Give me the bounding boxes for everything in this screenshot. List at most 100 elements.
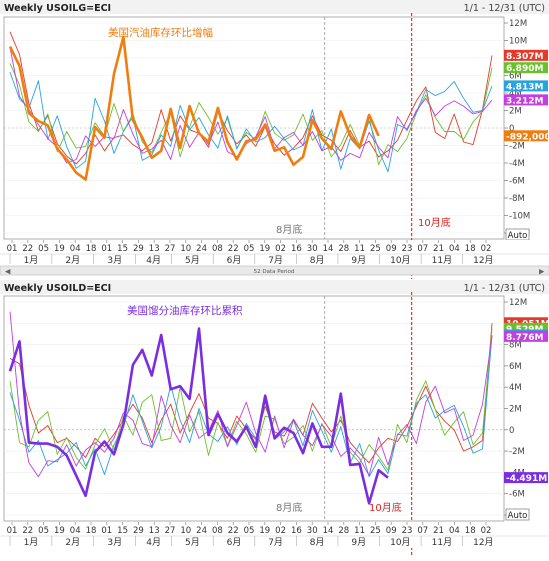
month-label: 6月 [227,255,242,266]
x-tick-label: 21 [433,244,444,254]
gasoline-value-badge [504,62,548,74]
y-tick-label: 8M [509,341,522,351]
x-tick-label: 02 [275,244,286,254]
month-label: 8月 [310,255,325,266]
x-tick-label: 02 [481,244,492,254]
distillate-marker-aug: 8月底 [276,501,302,514]
distillate-x-axis-band [0,522,549,548]
y-tick-label: -4M [509,159,525,169]
x-tick-label: 27 [165,526,176,536]
x-tick-label: 07 [417,526,428,536]
gasoline-annotation: 美国汽油库存环比增幅 [108,26,213,39]
x-tick-label: 01 [7,244,18,254]
distillate-value-badge-text: 8.776M [506,333,543,343]
distillate-value-badge [504,472,548,484]
month-label: 2月 [65,537,80,548]
x-tick-label: 05 [244,244,255,254]
x-tick-label: 11 [354,244,365,254]
x-tick-label: 08 [212,244,223,254]
y-tick-label: -10M [509,212,530,222]
x-tick-label: 18 [86,244,97,254]
distillate-value-badge-text: -4.491M [506,474,547,484]
x-tick-label: 24 [196,244,207,254]
distillate-panel: Weekly USOILD=ECI 1/1 - 12/31 (UTC) 12M 1… [0,280,549,561]
gasoline-value-badge [504,94,548,106]
x-tick-label: 23 [402,244,413,254]
x-tick-label: 04 [70,526,81,536]
x-tick-label: 05 [38,244,49,254]
x-tick-label: 05 [38,526,49,536]
distillate-marker-oct: 10月底 [369,501,402,514]
y-tick-label: -6M [509,177,525,187]
gasoline-value-badge-text: 8.307M [506,52,543,62]
x-tick-label: 21 [433,526,444,536]
data-period-divider[interactable]: ◀ ▶ 52 Data Period [0,265,549,276]
month-label: 12月 [473,537,493,548]
month-label: 4月 [146,537,161,548]
month-label: 2月 [65,255,80,266]
x-tick-label: 01 [7,526,18,536]
month-label: 1月 [24,537,39,548]
gasoline-series-line [8,35,380,181]
x-tick-label: 24 [196,526,207,536]
month-label: 10月 [390,255,410,266]
distillate-auto-label: Auto [508,511,528,521]
divider-right-arrow[interactable]: ▶ [539,268,545,276]
gasoline-marker-aug: 8月底 [276,223,302,236]
x-tick-label: 29 [133,526,144,536]
divider-left-arrow[interactable]: ◀ [5,268,11,276]
month-label: 12月 [473,255,493,266]
y-tick-label: 12M [509,298,527,308]
month-label: 3月 [107,255,122,266]
x-tick-label: 28 [338,526,349,536]
x-tick-label: 22 [22,526,33,536]
month-label: 9月 [351,537,366,548]
gasoline-date-range: 1/1 - 12/31 (UTC) [464,3,545,14]
month-label: 10月 [390,537,410,548]
gasoline-value-badge [504,49,548,61]
x-tick-label: 22 [228,526,239,536]
distillate-value-badge [504,322,548,334]
distillate-auto-button[interactable] [505,508,530,521]
y-tick-label: 12M [509,19,527,29]
x-tick-label: 22 [228,244,239,254]
x-tick-label: 19 [54,526,65,536]
gasoline-value-badge-text: 3.212M [506,96,543,106]
gasoline-value-badge-text: -892,000.0 [506,132,549,142]
distillate-series-line [9,311,493,478]
y-tick-label: -8M [509,194,525,204]
y-tick-label: 10M [509,37,527,47]
x-tick-label: 19 [259,526,270,536]
x-tick-label: 04 [449,526,460,536]
gasoline-value-badge-text: 6.890M [506,64,543,74]
x-tick-label: 05 [244,526,255,536]
x-tick-label: 04 [70,244,81,254]
month-label: 6月 [227,537,242,548]
x-tick-label: 09 [386,526,397,536]
gasoline-chart-title: Weekly USOILG=ECI [4,3,111,14]
distillate-date-range: 1/1 - 12/31 (UTC) [464,283,545,294]
y-tick-label: 2M [509,107,522,117]
distillate-chart-title: Weekly USOILD=ECI [4,283,111,294]
x-tick-label: 18 [465,526,476,536]
distillate-value-badge [504,330,548,342]
y-tick-label: -6M [509,490,525,500]
y-tick-label: 0 [509,426,514,436]
y-tick-label: 6M [509,72,522,82]
month-label: 11月 [432,537,452,548]
x-tick-label: 16 [291,244,302,254]
x-tick-label: 22 [22,244,33,254]
month-label: 4月 [146,255,161,266]
month-label: 5月 [185,537,200,548]
y-tick-label: 4M [509,89,522,99]
x-tick-label: 04 [449,244,460,254]
x-tick-label: 10 [180,526,191,536]
x-tick-label: 14 [323,526,334,536]
month-label: 5月 [185,255,200,266]
gasoline-x-axis-band [0,240,549,266]
x-tick-label: 02 [275,526,286,536]
month-label: 3月 [107,537,122,548]
x-tick-label: 11 [354,526,365,536]
distillate-value-badge [504,317,548,329]
